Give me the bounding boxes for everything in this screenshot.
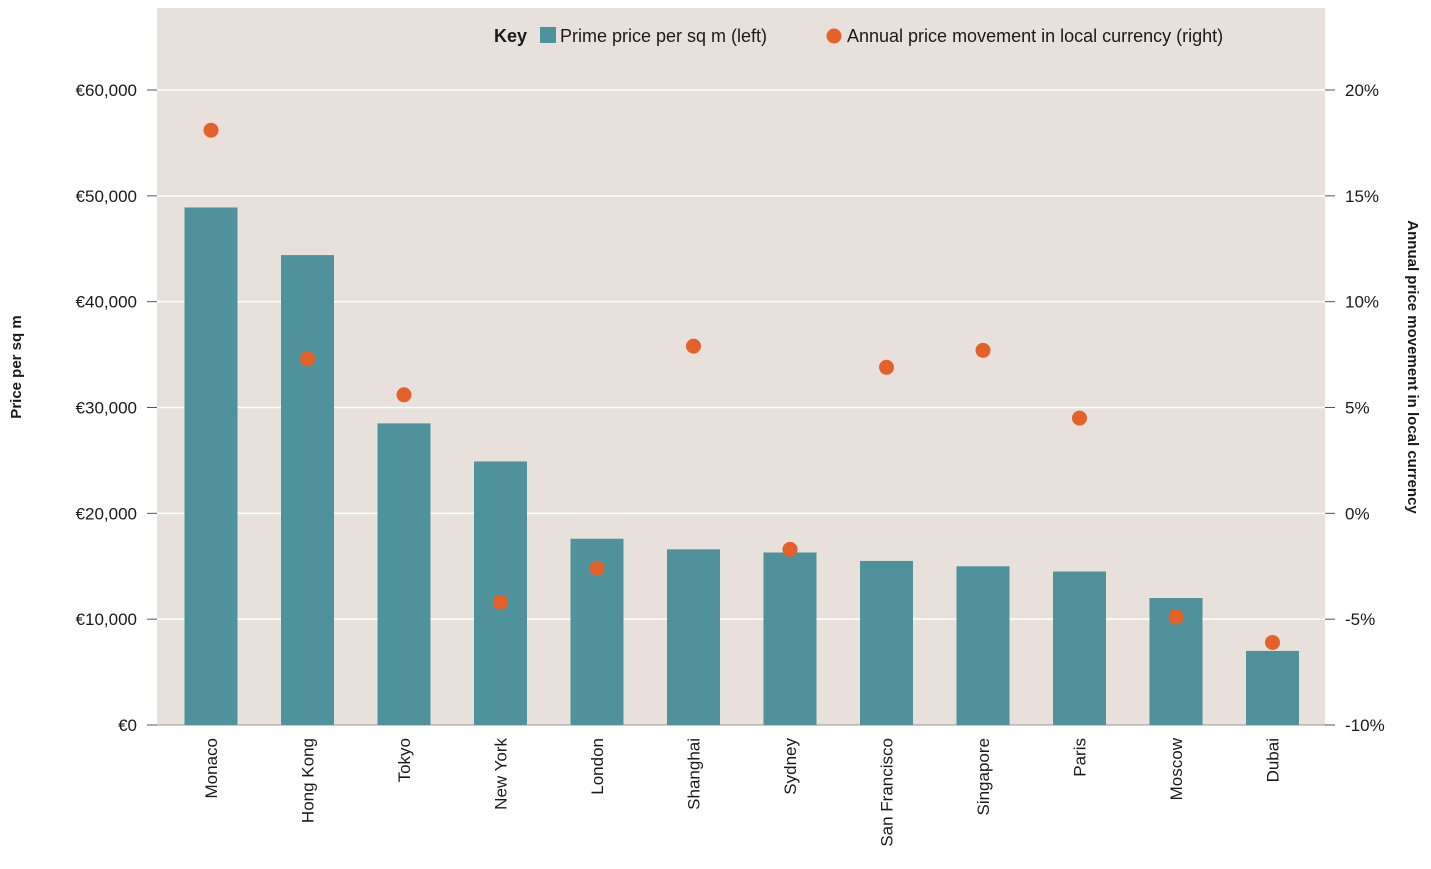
plot-background: [157, 8, 1325, 725]
right-tick-label: 0%: [1345, 504, 1370, 523]
bar: [763, 552, 817, 725]
left-tick-label: €60,000: [76, 81, 137, 100]
data-point: [1168, 609, 1184, 625]
bar: [377, 423, 431, 725]
legend-swatch-bar: [540, 27, 556, 43]
left-tick-label: €20,000: [76, 504, 137, 523]
bar: [667, 549, 720, 725]
category-label: Monaco: [202, 738, 221, 798]
category-label: Tokyo: [395, 738, 414, 782]
category-label: Hong Kong: [299, 738, 318, 823]
category-label: New York: [492, 738, 511, 810]
bar: [1246, 650, 1299, 725]
category-label: Shanghai: [685, 738, 704, 810]
category-label: Moscow: [1167, 737, 1186, 800]
right-tick-label: -5%: [1345, 610, 1375, 629]
legend-label-bar: Prime price per sq m (left): [560, 26, 767, 46]
right-tick-label: 5%: [1345, 399, 1370, 418]
category-label: London: [588, 738, 607, 795]
category-label: Paris: [1071, 738, 1090, 777]
legend-swatch-dot: [826, 28, 842, 44]
data-point: [1072, 410, 1087, 426]
category-label: Singapore: [974, 738, 993, 816]
right-tick-label: -10%: [1345, 716, 1385, 735]
bar: [474, 461, 527, 725]
data-point: [1265, 634, 1280, 650]
right-tick-label: 15%: [1345, 187, 1379, 206]
data-point: [782, 541, 798, 557]
bar: [1053, 571, 1106, 725]
left-tick-label: €40,000: [76, 293, 137, 312]
gridlines: [157, 89, 1325, 726]
dots: [203, 122, 1280, 650]
left-tick-label: €0: [118, 716, 137, 735]
bar: [184, 207, 238, 726]
data-point: [975, 342, 991, 358]
category-label: Sydney: [781, 738, 800, 795]
category-label: San Francisco: [878, 738, 897, 847]
category-label: Dubai: [1264, 738, 1283, 782]
data-point: [396, 387, 412, 403]
bar: [956, 566, 1010, 725]
legend: Key Prime price per sq m (left) Annual p…: [494, 26, 1223, 46]
right-tick-label: 20%: [1345, 81, 1379, 100]
left-tick-label: €30,000: [76, 399, 137, 418]
left-tick-label: €10,000: [76, 610, 137, 629]
left-tick-label: €50,000: [76, 187, 137, 206]
right-tick-label: 10%: [1345, 293, 1379, 312]
bar: [281, 255, 334, 725]
right-axis-title: Annual price movement in local currency: [1404, 220, 1421, 514]
left-axis-title: Price per sq m: [8, 315, 25, 418]
bar: [860, 560, 913, 725]
data-point: [879, 359, 894, 375]
data-point: [589, 560, 605, 576]
data-point: [300, 351, 315, 367]
left-axis-ticks: €0 €10,000 €20,000 €30,000 €40,000 €50,000 €60…: [76, 81, 157, 735]
right-axis-ticks: -10% -5% 0% 5% 10% 15% 20%: [1325, 81, 1385, 735]
data-point: [203, 122, 219, 138]
legend-label-dot: Annual price movement in local currency …: [847, 26, 1223, 46]
legend-title: Key: [494, 26, 527, 46]
bars: [184, 207, 1299, 726]
data-point: [686, 338, 701, 354]
category-labels: Monaco Hong Kong Tokyo New York London Shangh…: [202, 737, 1283, 846]
data-point: [493, 594, 508, 610]
